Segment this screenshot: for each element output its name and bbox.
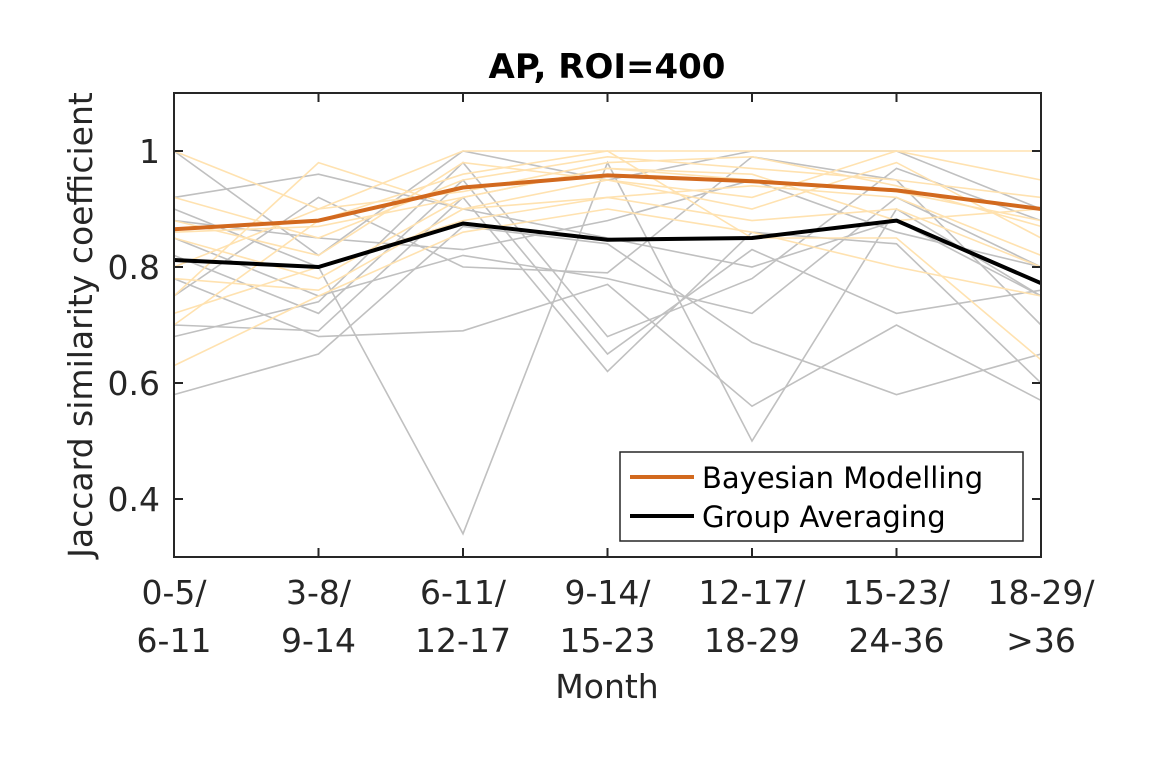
y-axis: 0.4 0.6 0.8 1 [108, 132, 1041, 519]
chart-title: AP, ROI=400 [489, 47, 726, 87]
legend-label-bayesian: Bayesian Modelling [702, 461, 983, 495]
y-axis-label: Jaccard similarity coefficient [61, 92, 100, 560]
x-tick-label: 6-11/12-17 [415, 573, 511, 660]
x-tick-label: 15-23/24-36 [843, 573, 951, 660]
bayesian-individual-line [173, 155, 1042, 268]
x-tick-label: 18-29/>36 [987, 573, 1095, 660]
x-axis-label: Month [555, 667, 658, 706]
group-individual-line [173, 178, 1042, 356]
y-tick-label: 0.4 [108, 480, 160, 519]
legend-label-group: Group Averaging [702, 500, 946, 534]
group-individual-line [173, 277, 1042, 408]
y-tick-label: 0.6 [108, 364, 160, 403]
mean-lines [173, 173, 1042, 286]
legend-box [619, 451, 1024, 542]
bayesian-individual-line [173, 155, 1042, 239]
bayesian-individual-line [173, 150, 1042, 257]
x-tick-label: 9-14/15-23 [560, 573, 656, 660]
x-tick-label: 12-17/18-29 [698, 573, 806, 660]
group-individual-line [173, 161, 1042, 338]
y-tick-label: 0.8 [108, 248, 160, 287]
bayesian-individual-line [173, 208, 1042, 367]
y-tick-label: 1 [139, 132, 160, 171]
bayesian-individual-line [173, 161, 1042, 297]
bayesian-individual-line [173, 167, 1042, 280]
group-individual-line [173, 196, 1042, 384]
group-individual-line [173, 225, 1042, 396]
bayesian-modelling-line [173, 173, 1042, 232]
x-tick-label: 0-5/6-11 [137, 573, 212, 660]
x-tick-label: 3-8/9-14 [281, 573, 356, 660]
legend: Bayesian Modelling Group Averaging [619, 451, 1024, 542]
group-averaging-line [173, 218, 1042, 286]
x-axis: 0-5/6-11 3-8/9-14 6-11/12-17 9-14/15-23 12-1… [137, 93, 1095, 660]
